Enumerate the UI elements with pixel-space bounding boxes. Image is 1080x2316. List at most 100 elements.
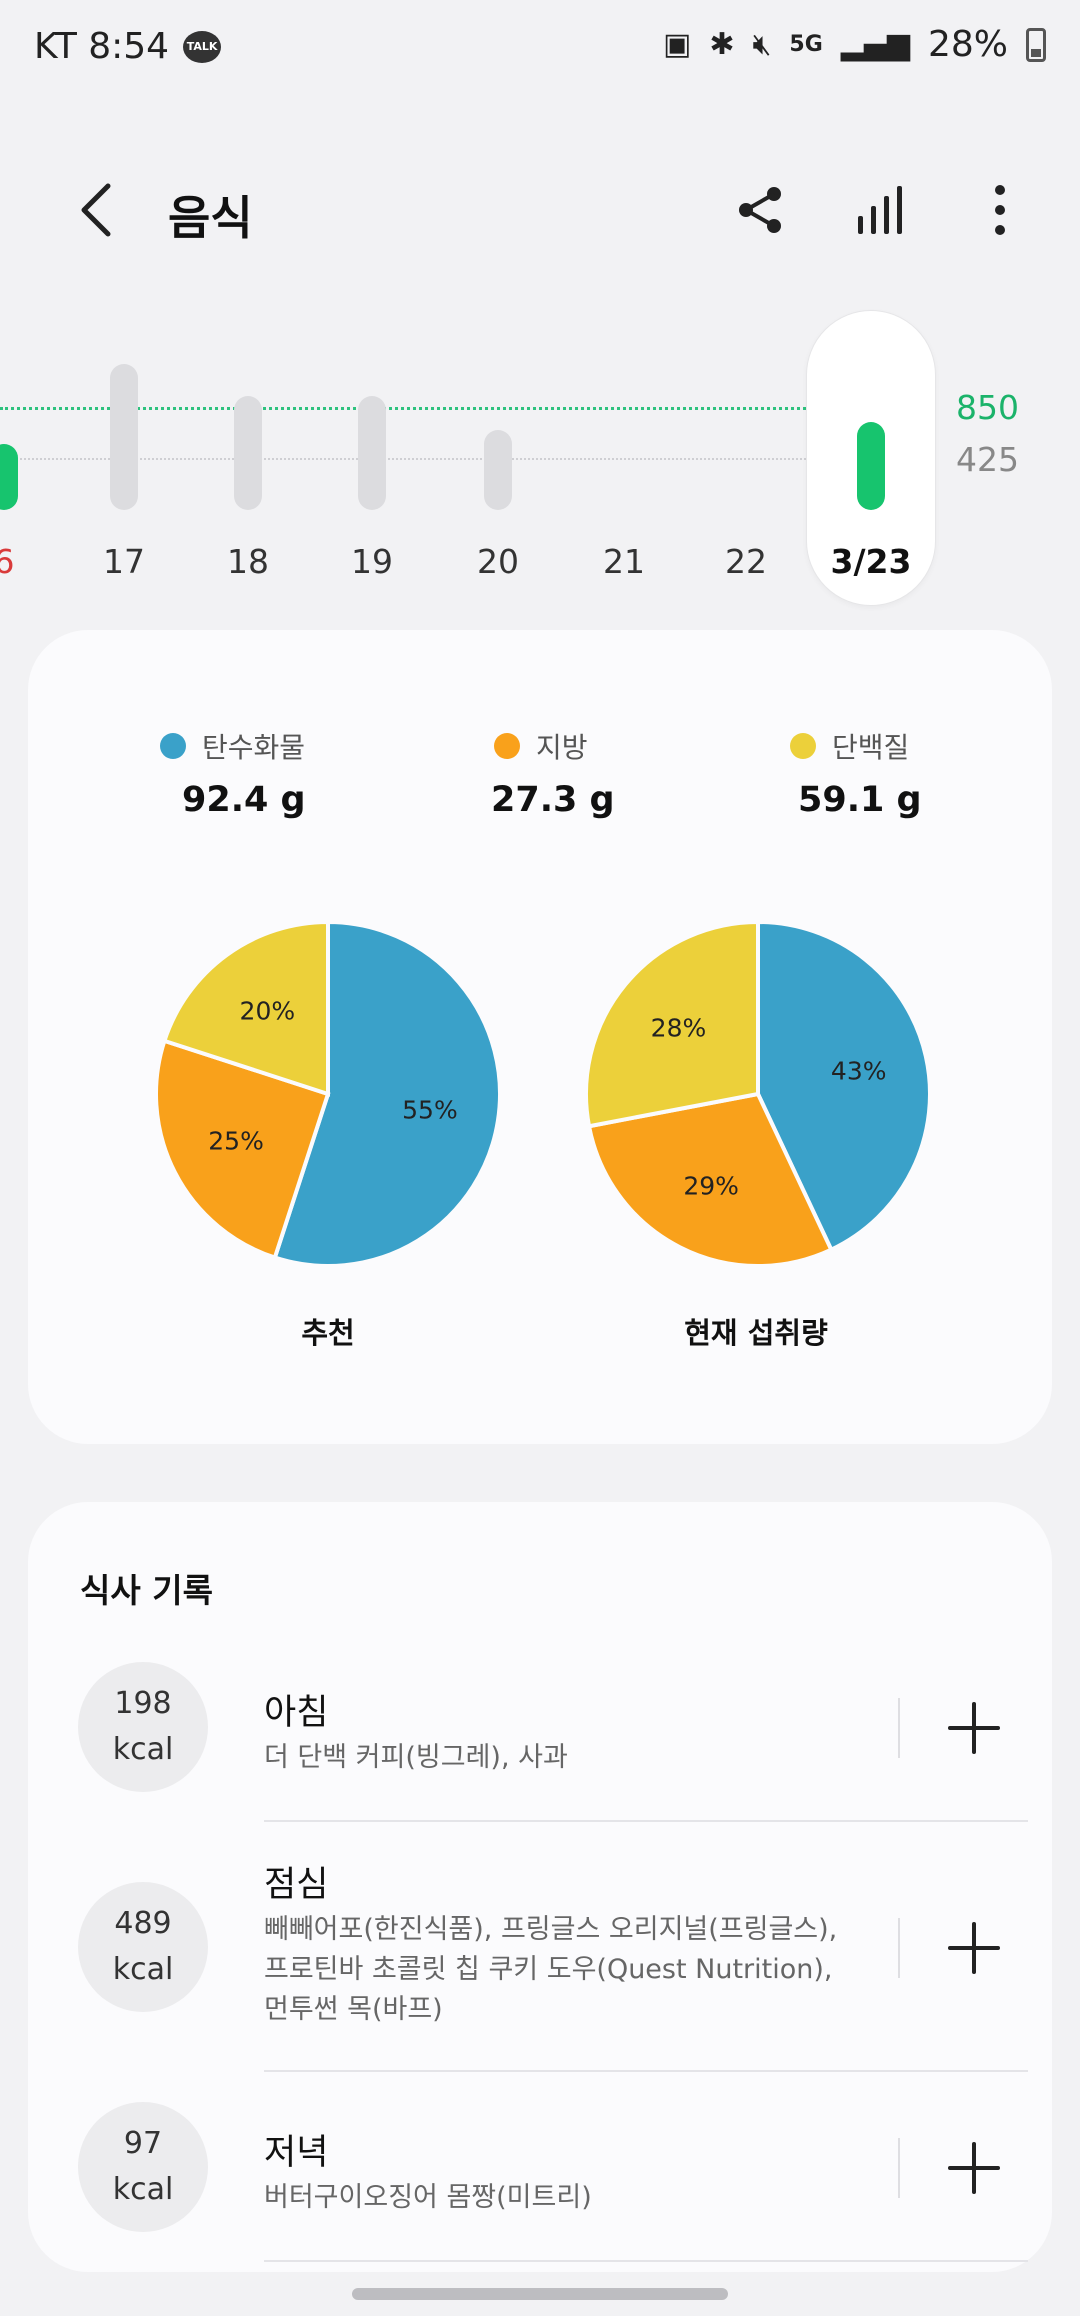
recommended-caption: 추천 — [301, 1316, 355, 1350]
meal-description: 빼빼어포(한진식품), 프링글스 오리지널(프링글스), 프로틴바 초콜릿 칩 … — [264, 1914, 838, 2025]
add-lunch-button[interactable] — [934, 1908, 1014, 1988]
status-left: KT 8:54 TALK — [34, 26, 222, 67]
pie-slice — [584, 919, 760, 1129]
kcal-value: 198 — [114, 1686, 172, 1721]
battery-saver-icon: ▣ — [662, 27, 692, 62]
day-label[interactable]: 22 — [725, 542, 767, 581]
day-label[interactable]: 6 — [0, 542, 15, 581]
kcal-unit: kcal — [112, 2172, 174, 2207]
pie-svg — [154, 919, 502, 1268]
app-bar: 음식 — [0, 150, 1080, 270]
pie-slice-label: 43% — [830, 1056, 887, 1086]
day-label[interactable]: 21 — [603, 542, 645, 581]
pie-slice — [154, 1038, 331, 1261]
pie-slice-label: 28% — [650, 1013, 707, 1043]
meal-name: 아침 — [264, 1693, 329, 1733]
legend-protein: 단백질 — [790, 726, 909, 766]
legend-label: 탄수화물 — [202, 731, 306, 764]
pie-svg — [584, 919, 932, 1268]
kcal-badge: 198 kcal — [78, 1662, 208, 1792]
pie-slice — [756, 919, 932, 1253]
goal-value-label: 850 — [956, 388, 1019, 427]
plus-icon — [948, 2142, 1000, 2194]
kcal-badge: 489 kcal — [78, 1882, 208, 2012]
meal-description: 더 단백 커피(빙그레), 사과 — [264, 1742, 568, 1773]
protein-value: 59.1 g — [798, 780, 922, 820]
meal-log-title: 식사 기록 — [80, 1571, 213, 1610]
carbs-value: 92.4 g — [182, 780, 306, 820]
mute-icon: 🔇︎ — [752, 27, 772, 62]
plus-icon — [948, 1702, 1000, 1754]
divider — [898, 2138, 900, 2198]
legend-fat: 지방 — [494, 726, 588, 766]
share-button[interactable] — [730, 180, 790, 240]
kcal-unit: kcal — [112, 1952, 174, 1987]
pie-slice — [272, 919, 502, 1268]
protein-color-dot — [790, 733, 816, 759]
day-label[interactable]: 20 — [477, 542, 519, 581]
half-goal-line — [0, 458, 806, 460]
kakaotalk-icon: TALK — [183, 30, 222, 63]
page-title: 음식 — [168, 191, 253, 245]
add-breakfast-button[interactable] — [934, 1688, 1014, 1768]
carrier-time: KT 8:54 — [34, 26, 170, 67]
meal-name: 저녁 — [264, 2133, 329, 2173]
status-bar: KT 8:54 TALK ▣ ✱ 🔇︎ 5G ▂▄▆ 28% — [0, 0, 1080, 96]
network-5g-icon: 5G — [789, 32, 823, 57]
back-button[interactable] — [70, 180, 130, 240]
goal-line — [0, 407, 806, 410]
meal-name: 점심 — [264, 1865, 329, 1905]
status-right: ▣ ✱ 🔇︎ 5G ▂▄▆ 28% — [663, 24, 1046, 65]
day-label[interactable]: 3/23 — [830, 542, 912, 581]
kcal-value: 489 — [114, 1906, 172, 1941]
legend-label: 지방 — [536, 731, 588, 764]
row-separator — [264, 2070, 1028, 2072]
divider — [898, 1918, 900, 1978]
pie-slice-label: 20% — [239, 996, 296, 1025]
day-label[interactable]: 18 — [227, 542, 269, 581]
day-bar[interactable] — [358, 396, 386, 510]
gesture-nav-handle[interactable] — [352, 2288, 728, 2300]
day-bar[interactable] — [857, 422, 885, 510]
pie-slice — [586, 1091, 834, 1268]
kcal-unit: kcal — [112, 1732, 174, 1767]
day-label[interactable]: 19 — [351, 542, 393, 581]
bluetooth-icon: ✱ — [709, 27, 735, 62]
plus-icon — [948, 1922, 1000, 1974]
pie-slice-label: 25% — [208, 1126, 264, 1156]
meal-description: 버터구이오징어 몸짱(미트리) — [264, 2182, 592, 2213]
kcal-badge: 97 kcal — [78, 2102, 208, 2232]
trends-button[interactable] — [850, 180, 910, 240]
day-bar[interactable] — [0, 444, 18, 510]
current-intake-caption: 현재 섭취량 — [684, 1316, 828, 1350]
more-options-button[interactable] — [970, 180, 1030, 240]
fat-value: 27.3 g — [491, 780, 615, 820]
day-label[interactable]: 17 — [103, 542, 145, 581]
pie-slice-label: 29% — [683, 1171, 739, 1201]
battery-icon — [1026, 27, 1046, 62]
row-separator — [264, 2260, 1028, 2262]
half-goal-value-label: 425 — [956, 440, 1019, 479]
row-separator — [264, 1820, 1028, 1822]
pie-slice-label: 55% — [402, 1095, 458, 1125]
day-bar[interactable] — [234, 396, 262, 510]
chevron-left-icon — [81, 183, 111, 237]
bar-chart-icon — [858, 186, 902, 234]
meal-log-card: 식사 기록 198 kcal 아침 더 단백 커피(빙그레), 사과 489 k… — [28, 1502, 1052, 2272]
legend-label: 단백질 — [832, 731, 910, 764]
recommended-pie-chart: 55% 25% 20% — [154, 919, 502, 1268]
kcal-value: 97 — [123, 2126, 163, 2161]
weekly-calorie-strip: 6 17 18 19 20 21 22 3/23 850 425 — [0, 310, 1080, 610]
share-icon — [739, 187, 781, 233]
current-intake-pie-chart: 43% 29% 28% — [584, 919, 932, 1268]
day-bar[interactable] — [484, 429, 512, 510]
battery-percent: 28% — [927, 24, 1008, 65]
macronutrient-card: 탄수화물 지방 단백질 92.4 g 27.3 g 59.1 g 55% 25% 2… — [28, 630, 1052, 1444]
signal-icon: ▂▄▆ — [840, 27, 910, 62]
day-bar[interactable] — [110, 364, 138, 510]
legend-carbs: 탄수화물 — [160, 726, 305, 766]
add-dinner-button[interactable] — [934, 2128, 1014, 2208]
fat-color-dot — [494, 733, 520, 759]
pie-slice — [161, 919, 330, 1097]
divider — [898, 1698, 900, 1758]
